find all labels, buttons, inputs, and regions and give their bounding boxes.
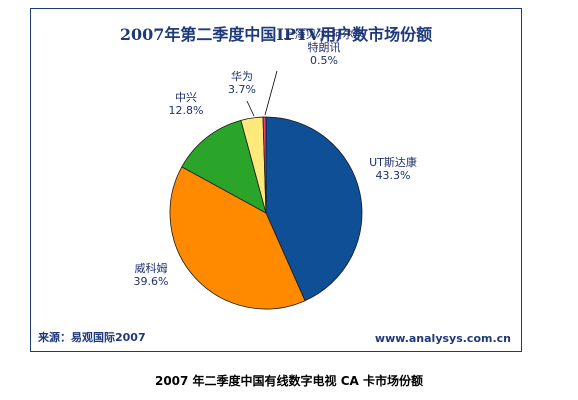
slice-value-ut-starcom: 43.3% [376,169,411,182]
source-note: 来源：易观国际2007 [38,331,146,344]
slice-name-alcatel-shanghai-bell: 特朗讯 [308,40,341,54]
slice-label-huawei: 华为 3.7% [228,69,256,96]
leader-line-alcatel-shanghai-bell [264,70,278,116]
slice-name-ut-starcom: UT斯达康 [369,155,417,169]
slice-label-ut-starcom: UT斯达康 43.3% [369,155,417,182]
slice-name-huawei: 华为 [231,69,253,83]
slice-name-alcatel-shanghai-bell: 上海贝尔-阿尔卡 [284,27,365,41]
slice-value-huawei: 3.7% [228,83,256,96]
pie-slice-wikm [169,166,306,310]
pie-slice-ut-starcom [265,116,363,302]
slice-value-wikm: 39.6% [134,275,169,288]
slice-value-zte: 12.8% [169,104,204,117]
slice-label-zte: 中兴 12.8% [169,91,204,117]
pie-slice-alcatel-shanghai-bell [262,116,267,214]
slice-label-wikm: 威科姆 39.6% [134,261,169,288]
slice-name-zte: 中兴 [175,91,197,104]
chart-frame: 2007年第二季度中国IPTV用户数市场份额 UT斯达康 43.3% 威科姆 39.6… [30,8,522,352]
pie-slice-zte [181,119,267,214]
chart-title: 2007年第二季度中国IPTV用户数市场份额 [119,25,433,44]
website-link[interactable]: www.analysys.com.cn [374,332,511,345]
slice-value-alcatel-shanghai-bell: 0.5% [310,54,338,67]
figure-caption: 2007 年二季度中国有线数字电视 CA 卡市场份额 [154,374,424,388]
slice-label-alcatel-shanghai-bell: 上海贝尔-阿尔卡特朗讯 0.5% [284,27,365,67]
leader-line-huawei [246,100,255,117]
pie-chart: UT斯达康 43.3% 威科姆 39.6% 中兴 12.8% 华为 3.7% 上海贝尔-阿尔卡特… [134,27,417,310]
slice-name-wikm: 威科姆 [135,261,168,275]
